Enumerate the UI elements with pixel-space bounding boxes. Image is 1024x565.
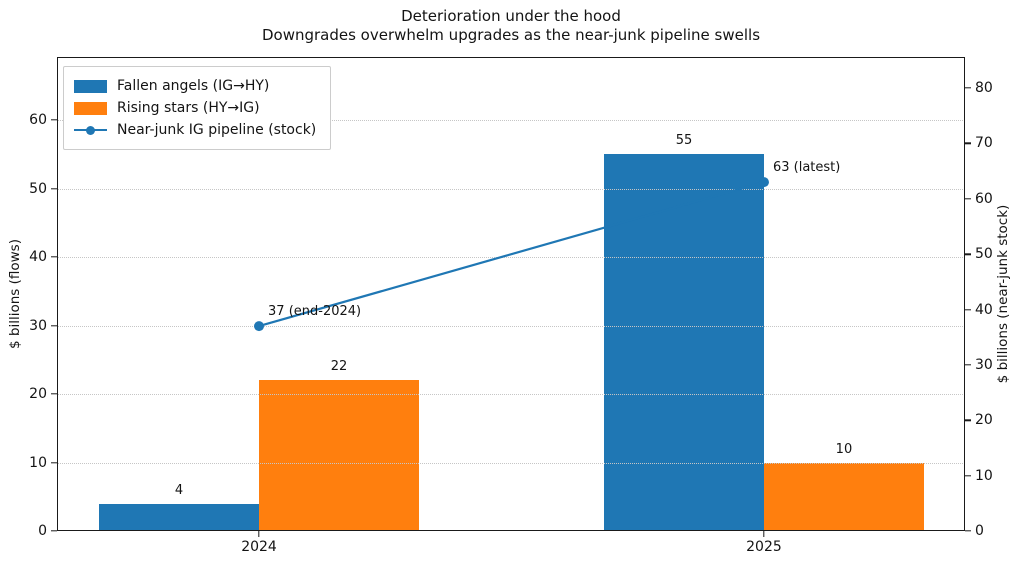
right-tick-label: 30 xyxy=(975,356,993,373)
right-tick-mark xyxy=(965,308,971,311)
x-tick-mark xyxy=(763,531,765,537)
gridline xyxy=(57,462,965,464)
x-axis-ticks: 2024 2025 xyxy=(57,531,965,564)
line-point-annotation: 63 (latest) xyxy=(772,160,841,176)
legend-item-rising-stars: Rising stars (HY→IG) xyxy=(74,97,316,119)
right-tick-label: 20 xyxy=(975,412,993,429)
left-tick-mark xyxy=(51,530,57,532)
left-tick-mark xyxy=(51,256,57,258)
right-tick-label: 50 xyxy=(975,246,993,263)
right-tick-mark xyxy=(965,87,971,89)
bar-rising-stars-hy-ig-2025 xyxy=(763,462,924,531)
left-tick-label: 0 xyxy=(38,523,47,539)
legend-swatch-fallen-angels xyxy=(74,79,107,93)
left-axis-ticks: 0 10 20 30 40 50 60 xyxy=(0,57,57,539)
left-tick-mark xyxy=(51,461,57,464)
legend-dot-icon xyxy=(86,125,95,135)
legend-swatch-line-marker-icon xyxy=(74,124,107,137)
right-tick-mark xyxy=(965,142,971,145)
left-tick-label: 10 xyxy=(29,454,47,471)
x-tick-mark xyxy=(258,531,260,537)
chart-subtitle: Downgrades overwhelm upgrades as the nea… xyxy=(261,26,761,44)
line-marker-icon xyxy=(758,177,769,188)
legend-item-fallen-angels: Fallen angels (IG→HY) xyxy=(74,75,316,97)
right-tick-label: 80 xyxy=(975,80,993,96)
plot-area: 4 55 22 10 37 (end-2024) 63 (latest) xyxy=(57,57,965,531)
bar-value-label: 55 xyxy=(675,133,693,149)
x-tick-label-2024: 2024 xyxy=(241,539,277,555)
x-tick-label-2025: 2025 xyxy=(746,539,782,555)
right-tick-label: 0 xyxy=(975,523,984,539)
line-point-annotation: 37 (end-2024) xyxy=(268,304,362,320)
gridline xyxy=(57,188,965,190)
legend-label-rising-stars: Rising stars (HY→IG) xyxy=(117,100,260,116)
gridline xyxy=(57,120,965,122)
right-axis-ticks: 0 10 20 30 40 50 60 70 80 xyxy=(965,57,1024,539)
left-tick-mark xyxy=(51,393,57,395)
left-tick-label: 30 xyxy=(29,317,47,334)
right-tick-mark xyxy=(965,474,971,477)
bar-fallen-angels-ig-hy-2025 xyxy=(603,154,764,531)
left-tick-label: 50 xyxy=(29,180,47,197)
right-tick-mark xyxy=(965,530,971,532)
chart-title: Deterioration under the hood xyxy=(401,7,621,25)
right-tick-mark xyxy=(965,253,971,255)
bar-rising-stars-hy-ig-2024 xyxy=(259,380,419,531)
gridline xyxy=(57,325,965,327)
bar-value-label: 22 xyxy=(330,359,348,375)
gridline xyxy=(57,257,965,258)
legend-label-fallen-angels: Fallen angels (IG→HY) xyxy=(117,78,270,94)
legend: Fallen angels (IG→HY) Rising stars (HY→I… xyxy=(63,66,332,150)
left-tick-mark xyxy=(51,187,57,190)
line-marker-icon xyxy=(254,321,265,332)
right-tick-label: 60 xyxy=(975,190,993,207)
bar-value-label: 4 xyxy=(174,482,184,498)
left-tick-mark xyxy=(51,119,57,121)
left-tick-label: 60 xyxy=(29,112,47,129)
right-tick-label: 70 xyxy=(975,135,993,152)
right-tick-mark xyxy=(965,364,971,366)
near-junk-pipeline-line xyxy=(254,177,769,332)
right-tick-label: 10 xyxy=(975,467,993,484)
legend-label-near-junk-pipeline: Near-junk IG pipeline (stock) xyxy=(117,122,317,138)
left-tick-mark xyxy=(51,324,57,327)
right-tick-label: 40 xyxy=(975,301,993,318)
gridline xyxy=(57,394,965,395)
legend-item-near-junk-pipeline: Near-junk IG pipeline (stock) xyxy=(74,119,316,141)
bar-fallen-angels-ig-hy-2024 xyxy=(99,503,260,531)
right-tick-mark xyxy=(965,198,971,200)
right-tick-mark xyxy=(965,419,971,421)
bar-value-label: 10 xyxy=(835,441,853,457)
left-tick-label: 40 xyxy=(29,249,47,265)
left-tick-label: 20 xyxy=(29,386,47,402)
legend-swatch-rising-stars xyxy=(74,101,107,115)
